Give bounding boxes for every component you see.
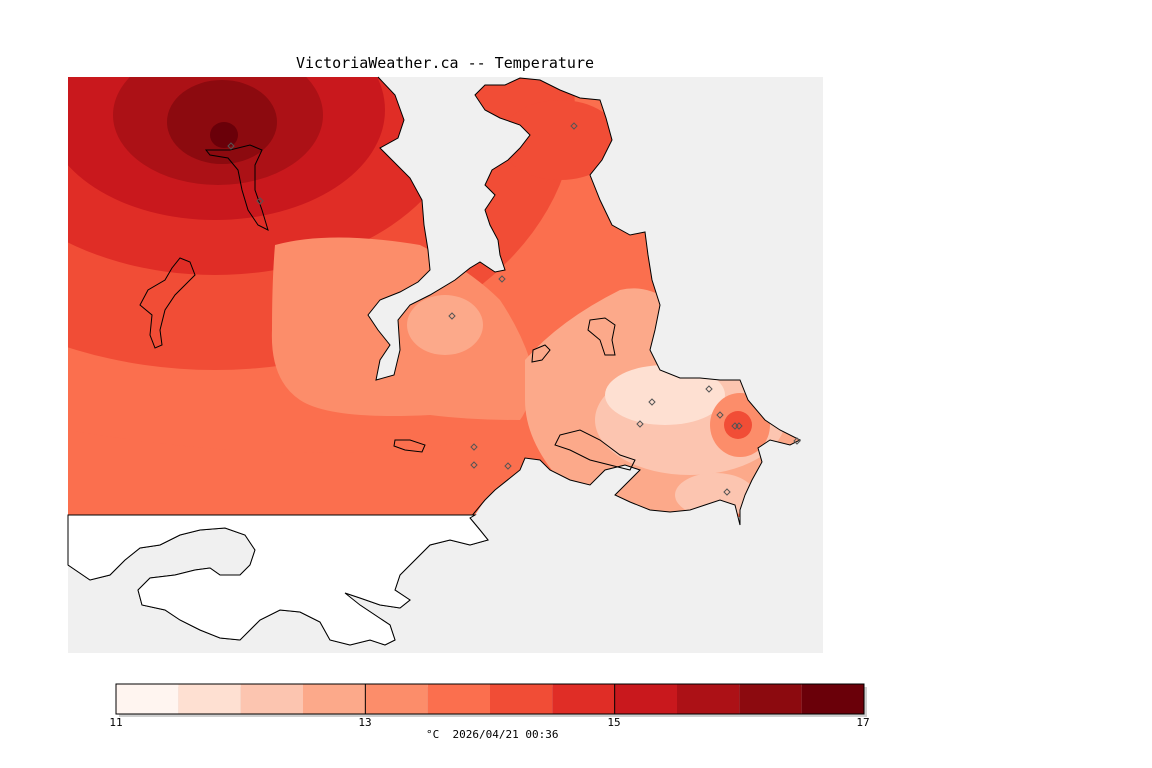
colorbar-tick-15: 15 [607,716,621,729]
caption-gap [439,728,452,741]
colorbar-segment [116,684,179,714]
colorbar-segment [801,684,864,714]
colorbar-segment [677,684,740,714]
colorbar-segment [490,684,553,714]
colorbar-unit: °C [426,728,440,741]
colorbar-min-label: 11 [109,716,123,729]
colorbar-timestamp: 2026/04/21 00:36 [452,728,559,741]
colorbar [115,683,867,717]
colorbar-tick-13: 13 [358,716,372,729]
colorbar-segment [552,684,615,714]
colorbar-caption: °C 2026/04/21 00:36 [426,728,558,741]
south-shore-land [67,514,489,646]
colorbar-segment [614,684,677,714]
weather-station-icon [227,122,801,496]
colorbar-max-label: 17 [856,716,870,729]
colorbar-segment [240,684,303,714]
colorbar-segment [303,684,366,714]
colorbar-segment [365,684,428,714]
colorbar-segment [739,684,802,714]
map-title: VictoriaWeather.ca -- Temperature [296,54,595,72]
colorbar-segment [427,684,490,714]
colorbar-segment [178,684,241,714]
